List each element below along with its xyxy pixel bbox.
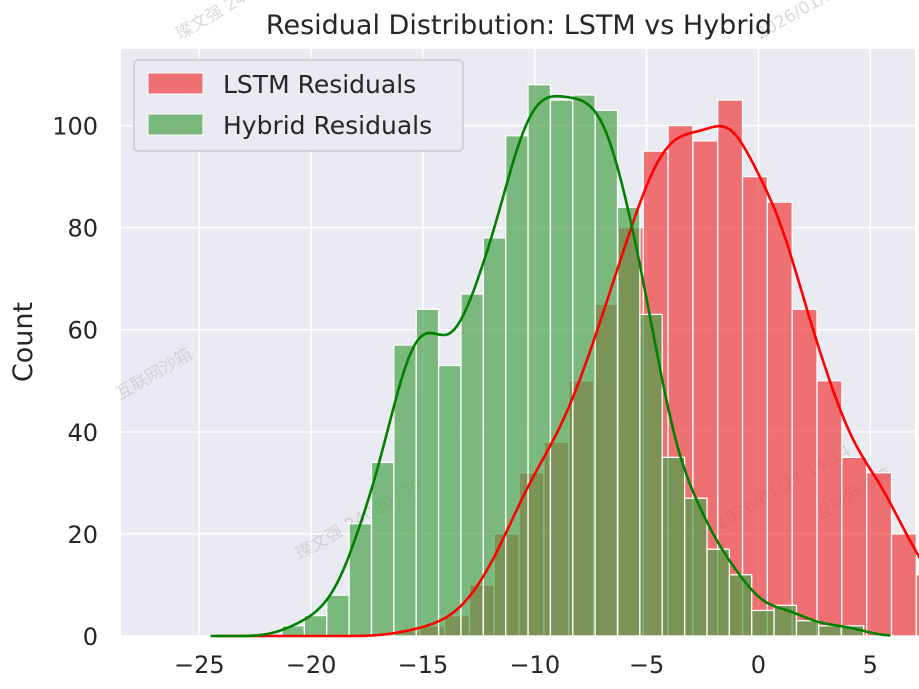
x-tick-label: −20 — [286, 651, 337, 679]
hybrid-bar — [728, 574, 753, 637]
x-tick-label: −5 — [629, 651, 664, 679]
hybrid-bars — [281, 84, 865, 637]
legend-box — [133, 59, 464, 152]
hybrid-bar — [706, 548, 731, 637]
x-tick-label: −15 — [398, 651, 449, 679]
hybrid-bar — [393, 344, 417, 637]
hybrid-bar — [594, 109, 619, 637]
hybrid-bar — [751, 609, 775, 637]
lstm-bar — [915, 574, 919, 637]
legend: LSTM Residuals Hybrid Residuals — [133, 59, 464, 152]
x-tick-label: −25 — [174, 651, 225, 679]
y-axis-ticks: 0 20 40 60 80 100 — [52, 113, 98, 651]
legend-label-hybrid: Hybrid Residuals — [223, 111, 432, 140]
y-axis-label: Count — [8, 302, 39, 382]
x-axis-ticks: −25 −20 −15 −10 −5 0 5 — [174, 651, 878, 679]
hybrid-bar — [348, 523, 373, 637]
hybrid-bar — [482, 237, 507, 637]
hybrid-bar — [616, 206, 641, 637]
hybrid-bar — [505, 135, 529, 637]
hybrid-bar — [818, 625, 842, 637]
lstm-bar — [890, 533, 917, 637]
legend-label-lstm: LSTM Residuals — [223, 70, 416, 99]
y-tick-label: 20 — [67, 521, 98, 549]
y-tick-label: 60 — [67, 317, 98, 345]
y-tick-label: 40 — [67, 419, 98, 447]
x-tick-label: 0 — [751, 651, 766, 679]
hybrid-bar — [326, 594, 350, 637]
x-tick-label: 5 — [863, 651, 878, 679]
y-tick-label: 100 — [52, 113, 98, 141]
hybrid-bar — [661, 456, 686, 637]
hybrid-bar — [370, 461, 395, 637]
hybrid-bar — [683, 497, 708, 637]
x-tick-label: −10 — [509, 651, 560, 679]
lstm-bar — [766, 201, 793, 637]
hybrid-kde-line — [210, 94, 891, 638]
legend-swatch-lstm — [147, 72, 204, 95]
hybrid-bar — [795, 620, 820, 637]
lstm-bar — [791, 308, 818, 637]
watermark-text: 2026/01/27 14:14 — [753, 0, 895, 44]
kde-curves — [210, 94, 919, 638]
hybrid-bar — [527, 84, 552, 637]
hybrid-bar — [437, 364, 462, 637]
lstm-bar — [841, 456, 868, 637]
y-tick-label: 0 — [83, 623, 98, 651]
hybrid-bar — [415, 308, 440, 637]
lstm-bar — [741, 175, 769, 637]
y-tick-label: 80 — [67, 215, 98, 243]
hybrid-bar — [549, 99, 574, 637]
legend-swatch-hybrid — [147, 113, 204, 136]
chart-title: Residual Distribution: LSTM vs Hybrid — [266, 10, 772, 41]
lstm-kde-line — [216, 124, 919, 638]
hybrid-bar — [460, 293, 484, 637]
lstm-bar — [816, 380, 843, 637]
